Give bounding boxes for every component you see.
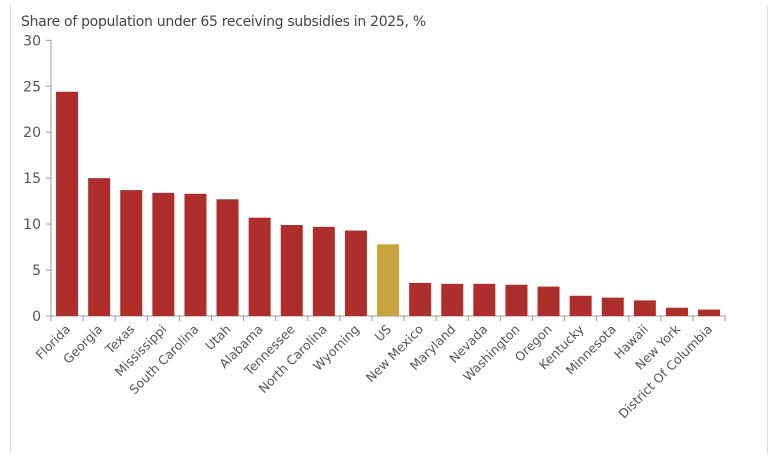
bar-oregon [537, 286, 560, 316]
bar-kentucky [569, 295, 592, 316]
y-tick-label: 30 [23, 33, 41, 49]
bar-north-carolina [312, 226, 335, 316]
y-tick-label: 0 [32, 309, 41, 325]
bar-new-mexico [409, 282, 432, 316]
y-tick-label: 25 [23, 79, 41, 95]
bar-texas [120, 190, 143, 316]
y-tick-label: 15 [23, 171, 41, 187]
chart-frame [10, 6, 768, 454]
x-tick-label: US [371, 321, 394, 344]
bar-maryland [441, 283, 464, 316]
bar-south-carolina [184, 193, 207, 316]
y-tick-label: 10 [23, 217, 41, 233]
bar-us [377, 244, 400, 316]
bar-utah [216, 199, 239, 316]
bar-nevada [473, 283, 496, 316]
bar-wyoming [344, 230, 367, 316]
chart-subtitle: Share of population under 65 receiving s… [21, 14, 426, 30]
bar-minnesota [601, 297, 624, 316]
bar-hawaii [633, 300, 656, 316]
bar-tennessee [280, 225, 303, 316]
bar-alabama [248, 217, 271, 316]
bar-georgia [88, 178, 111, 316]
y-tick-label: 5 [32, 263, 41, 279]
y-tick-label: 20 [23, 125, 41, 141]
bar-florida [56, 91, 79, 316]
bar-district-of-columbia [698, 309, 721, 316]
bar-mississippi [152, 192, 175, 316]
bar-washington [505, 284, 528, 316]
bar-new-york [665, 307, 688, 316]
